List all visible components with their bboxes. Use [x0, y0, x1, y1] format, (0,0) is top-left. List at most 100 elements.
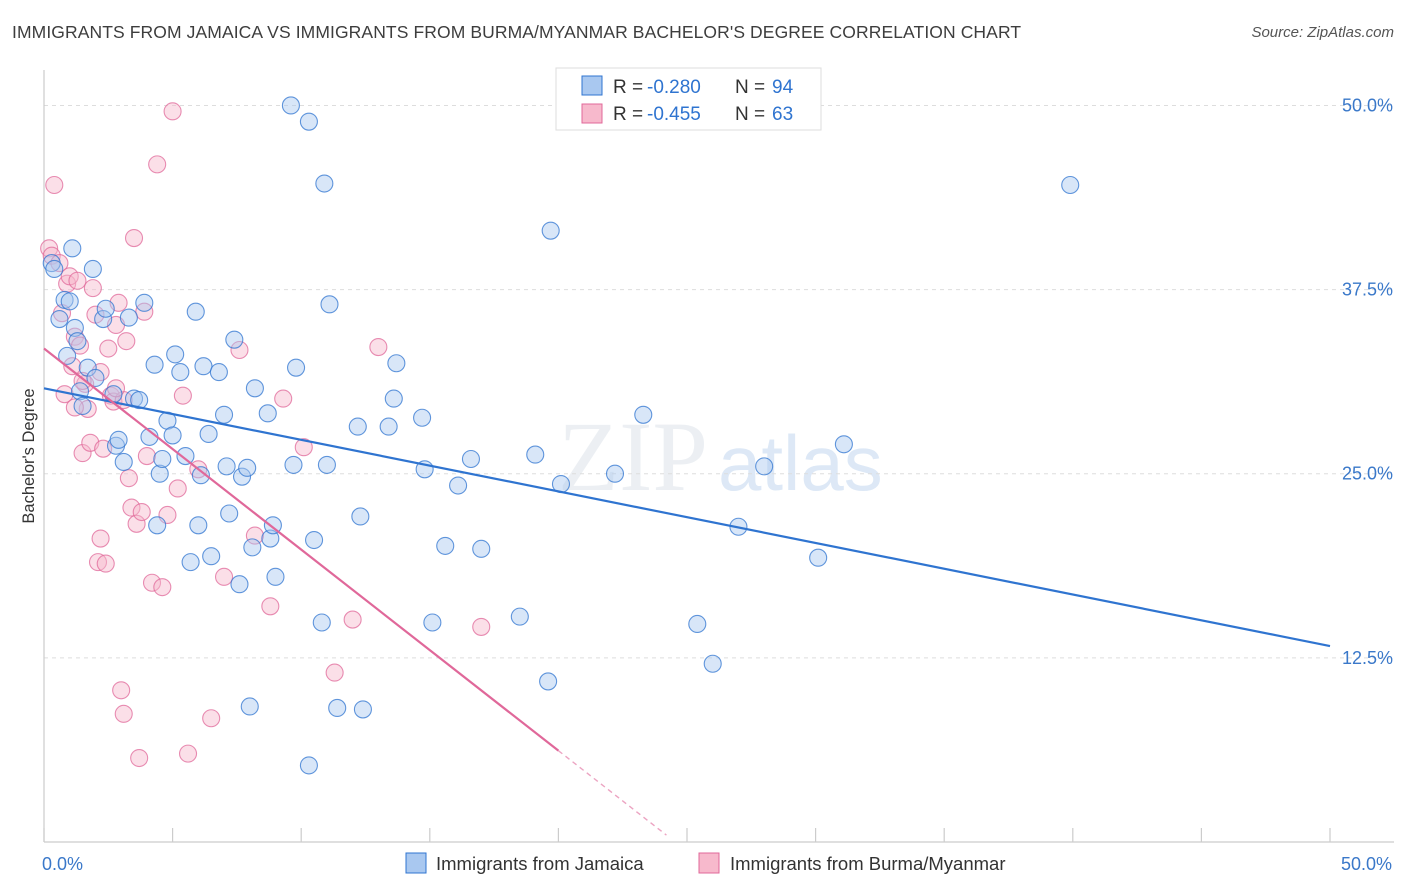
- burma-point: [148, 155, 167, 174]
- jamaica-point: [171, 363, 190, 382]
- burma-point: [63, 357, 82, 376]
- legend-n-label-1: N =: [735, 77, 765, 98]
- series-burma-points: [40, 102, 491, 768]
- jamaica-point: [315, 174, 334, 193]
- y-tick-label: 25.0%: [1342, 464, 1393, 484]
- axes: [43, 70, 1394, 843]
- gridlines: [44, 104, 1394, 659]
- jamaica-point: [312, 613, 331, 632]
- burma-point: [117, 332, 136, 351]
- jamaica-point: [472, 539, 491, 558]
- jamaica-point: [73, 396, 92, 416]
- jamaica-point: [189, 516, 208, 535]
- jamaica-point: [423, 613, 442, 632]
- x-tick-label-min: 0.0%: [42, 854, 83, 874]
- jamaica-point: [145, 355, 164, 374]
- jamaica-point: [109, 430, 128, 449]
- bottom-legend-swatch-burma: [698, 852, 720, 874]
- burma-point: [88, 553, 108, 572]
- jamaica-point: [163, 426, 182, 445]
- jamaica-point: [153, 449, 172, 469]
- jamaica-point: [130, 391, 149, 410]
- burma-trend-line: [43, 347, 560, 752]
- jamaica-point: [232, 467, 252, 486]
- burma-point: [132, 502, 151, 522]
- burma-point: [294, 438, 313, 457]
- jamaica-point: [65, 318, 84, 337]
- burma-point: [122, 498, 141, 517]
- jamaica-point: [299, 112, 318, 131]
- jamaica-point: [199, 424, 218, 444]
- burma-point: [40, 239, 59, 258]
- jamaica-point: [605, 464, 625, 483]
- jamaica-point: [148, 516, 167, 535]
- burma-point: [124, 228, 144, 248]
- jamaica-point: [809, 548, 828, 567]
- burma-point: [202, 709, 221, 728]
- jamaica-point: [225, 330, 244, 349]
- jamaica-point: [114, 452, 133, 471]
- jamaica-point: [209, 363, 228, 382]
- jamaica-point: [387, 354, 406, 373]
- jamaica-point: [261, 529, 280, 548]
- burma-point: [230, 340, 249, 360]
- bottom-legend-label-jamaica: Immigrants from Jamaica: [436, 853, 644, 874]
- legend-swatch-burma: [581, 103, 603, 124]
- x-ticks: [43, 828, 1331, 842]
- jamaica-point: [202, 547, 221, 566]
- jamaica-point: [379, 417, 398, 436]
- burma-point: [73, 444, 92, 463]
- jamaica-point: [238, 458, 257, 477]
- watermark-atlas: atlas: [718, 419, 883, 507]
- legend-n-value-2: 63: [772, 104, 793, 125]
- jamaica-point: [299, 756, 318, 775]
- jamaica-point: [320, 295, 339, 314]
- legend-r-label-2: R =: [613, 104, 643, 125]
- bottom-legend-label-burma: Immigrants from Burma/Myanmar: [730, 853, 1006, 874]
- jamaica-point: [181, 553, 200, 572]
- jamaica-point: [214, 405, 234, 424]
- stats-legend: R = -0.280 N = 94 R = -0.455 N = 63: [555, 67, 822, 131]
- burma-point: [114, 704, 133, 723]
- jamaica-point: [245, 379, 264, 398]
- jamaica-point: [94, 310, 113, 329]
- jamaica-point: [194, 357, 213, 376]
- source-credit: Source: ZipAtlas.com: [1251, 24, 1394, 41]
- burma-point: [127, 514, 146, 533]
- burma-point: [245, 526, 264, 545]
- jamaica-point: [60, 292, 79, 311]
- x-tick-label-max: 50.0%: [1341, 854, 1392, 874]
- jamaica-point: [230, 575, 249, 594]
- jamaica-trend-line: [43, 387, 1331, 648]
- burma-point: [325, 663, 344, 682]
- y-tick-label: 12.5%: [1342, 648, 1393, 668]
- burma-point: [343, 610, 362, 629]
- jamaica-point: [83, 259, 102, 279]
- jamaica-point: [449, 476, 468, 495]
- burma-point: [96, 554, 115, 573]
- jamaica-point: [688, 614, 707, 634]
- burma-point: [112, 681, 131, 700]
- burma-point: [173, 386, 192, 405]
- jamaica-point: [541, 221, 560, 240]
- jamaica-point: [176, 447, 195, 466]
- burma-point: [214, 567, 234, 586]
- jamaica-point: [834, 435, 853, 454]
- jamaica-point: [353, 700, 372, 719]
- jamaica-point: [243, 538, 262, 557]
- jamaica-point: [58, 346, 77, 365]
- burma-point: [163, 102, 182, 121]
- jamaica-point: [436, 536, 455, 555]
- burma-point: [42, 246, 61, 265]
- burma-point: [130, 748, 149, 768]
- jamaica-point: [413, 408, 432, 427]
- jamaica-point: [78, 358, 97, 377]
- legend-n-label-2: N =: [735, 104, 765, 125]
- y-tick-label: 37.5%: [1342, 280, 1393, 300]
- burma-point: [142, 573, 162, 592]
- watermark: ZIP atlas: [558, 401, 883, 512]
- jamaica-point: [703, 654, 722, 673]
- jamaica-point: [328, 698, 347, 718]
- jamaica-point: [191, 466, 210, 485]
- jamaica-point: [68, 332, 87, 351]
